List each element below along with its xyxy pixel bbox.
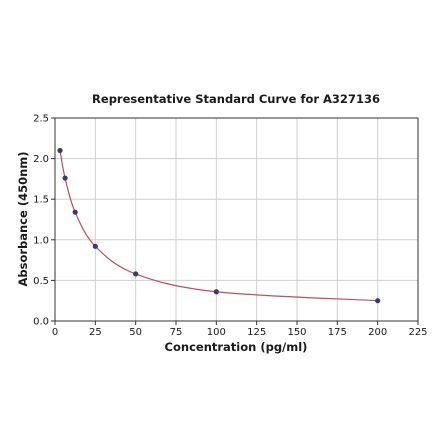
x-tick-label: 200: [368, 327, 387, 338]
y-tick-label: 2.0: [33, 154, 49, 165]
x-tick-label: 225: [408, 327, 427, 338]
x-axis-label: Concentration (pg/ml): [165, 340, 308, 354]
y-axis-label: Absorbance (450nm): [16, 151, 30, 286]
plot-frame: [54, 117, 419, 322]
y-tick-label: 1.0: [33, 235, 49, 246]
data-point: [213, 289, 219, 295]
y-tick-label: 0.5: [33, 276, 49, 287]
data-point: [133, 271, 139, 277]
x-tick-label: 125: [247, 327, 266, 338]
x-tick-label: 50: [129, 327, 142, 338]
data-point: [62, 175, 68, 181]
data-points: [57, 147, 381, 304]
data-point: [92, 243, 98, 249]
x-tick-label: 25: [89, 327, 102, 338]
x-tick-label: 0: [52, 327, 58, 338]
x-tick-label: 100: [207, 327, 226, 338]
x-tick-label: 175: [328, 327, 347, 338]
y-tick-label: 2.5: [33, 114, 49, 125]
y-axis: 0.0 0.5 1.0 1.5 2.0 2.5: [33, 114, 55, 328]
y-tick-label: 1.5: [33, 195, 49, 206]
grid-lines: [55, 118, 418, 321]
data-point: [57, 147, 63, 154]
data-point: [72, 209, 78, 215]
x-tick-label: 150: [287, 327, 306, 338]
x-axis: 0 25 50 75 100 125 150 175 200 225: [52, 321, 428, 338]
chart-title: Representative Standard Curve for A32713…: [92, 92, 380, 106]
fit-curve: [59, 150, 378, 302]
data-point: [375, 298, 381, 304]
x-tick-label: 75: [170, 327, 183, 338]
y-tick-label: 0.0: [33, 317, 49, 328]
